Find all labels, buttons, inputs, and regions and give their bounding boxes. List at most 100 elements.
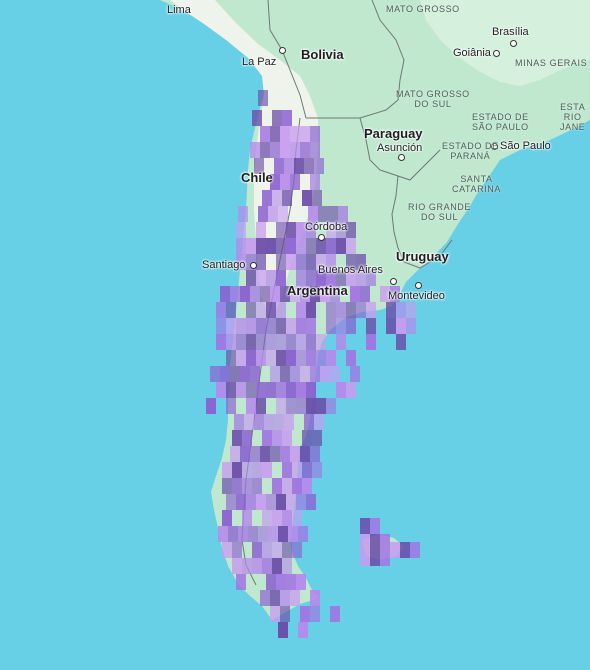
occurrence-cell: [236, 254, 246, 270]
occurrence-cell: [336, 382, 346, 398]
occurrence-cell: [356, 302, 366, 318]
occurrence-cell: [280, 590, 290, 606]
occurrence-cell: [272, 430, 282, 446]
occurrence-cell: [336, 222, 346, 238]
city-label-montevideo: Montevideo: [388, 290, 445, 302]
occurrence-cell: [260, 142, 270, 158]
occurrence-cell: [230, 446, 240, 462]
occurrence-cell: [286, 238, 296, 254]
occurrence-cell: [290, 590, 300, 606]
occurrence-cell: [242, 510, 252, 526]
occurrence-cell: [270, 142, 280, 158]
occurrence-cell: [286, 574, 296, 590]
occurrence-cell: [276, 494, 286, 510]
occurrence-cell: [276, 222, 286, 238]
occurrence-cell: [220, 366, 230, 382]
occurrence-cell: [296, 398, 306, 414]
occurrence-cell: [400, 542, 410, 558]
occurrence-cell: [278, 622, 288, 638]
occurrence-cell: [396, 302, 406, 318]
occurrence-cell: [346, 350, 356, 366]
occurrence-cell: [242, 430, 252, 446]
occurrence-cell: [250, 366, 260, 382]
occurrence-cell: [252, 478, 262, 494]
occurrence-cell: [326, 270, 336, 286]
occurrence-cell: [272, 190, 282, 206]
city-dot-buenos-aires: [390, 278, 397, 285]
occurrence-cell: [282, 558, 292, 574]
occurrence-cell: [254, 158, 264, 174]
occurrence-cell: [306, 494, 316, 510]
occurrence-cell: [410, 542, 420, 558]
occurrence-cell: [226, 398, 236, 414]
occurrence-cell: [280, 142, 290, 158]
occurrence-cell: [292, 510, 302, 526]
occurrence-cell: [256, 238, 266, 254]
occurrence-cell: [262, 190, 272, 206]
occurrence-cell: [390, 542, 400, 558]
occurrence-cell: [256, 222, 266, 238]
occurrence-cell: [290, 286, 300, 302]
occurrence-cell: [282, 430, 292, 446]
occurrence-cell: [312, 190, 322, 206]
occurrence-cell: [326, 350, 336, 366]
occurrence-cell: [270, 286, 280, 302]
occurrence-cell: [276, 270, 286, 286]
occurrence-cell: [310, 606, 320, 622]
occurrence-cell: [238, 206, 248, 222]
occurrence-cell: [356, 270, 366, 286]
occurrence-cell: [396, 318, 406, 334]
occurrence-cell: [380, 286, 390, 302]
occurrence-cell: [222, 478, 232, 494]
occurrence-cell: [306, 382, 316, 398]
occurrence-cell: [396, 334, 406, 350]
occurrence-cell: [280, 126, 290, 142]
occurrence-cell: [286, 318, 296, 334]
occurrence-cell: [300, 286, 310, 302]
occurrence-cell: [314, 158, 324, 174]
occurrence-cell: [350, 366, 360, 382]
occurrence-cell: [266, 350, 276, 366]
occurrence-cell: [310, 174, 320, 190]
region-label-minas-gerais: MINAS GERAIS: [515, 58, 588, 68]
region-label-estado-sao-paulo: ESTADO DE SÃO PAULO: [472, 112, 529, 132]
occurrence-cell: [296, 318, 306, 334]
occurrence-cell: [226, 350, 236, 366]
occurrence-cell: [246, 318, 256, 334]
occurrence-cell: [350, 286, 360, 302]
occurrence-cell: [282, 542, 292, 558]
occurrence-cell: [262, 542, 272, 558]
occurrence-cell: [316, 238, 326, 254]
occurrence-cell: [262, 462, 272, 478]
occurrence-cell: [278, 206, 288, 222]
occurrence-cell: [216, 382, 226, 398]
occurrence-cell: [304, 414, 314, 430]
occurrence-cell: [296, 574, 306, 590]
occurrence-cell: [310, 446, 320, 462]
occurrence-cell: [346, 382, 356, 398]
occurrence-cell: [302, 190, 312, 206]
occurrence-cell: [270, 446, 280, 462]
occurrence-cell: [258, 90, 268, 106]
occurrence-cell: [326, 222, 336, 238]
occurrence-cell: [336, 334, 346, 350]
occurrence-cell: [236, 222, 246, 238]
occurrence-cell: [244, 414, 254, 430]
occurrence-cell: [316, 334, 326, 350]
occurrence-cell: [232, 462, 242, 478]
occurrence-cell: [226, 494, 236, 510]
occurrence-cell: [276, 302, 286, 318]
occurrence-cell: [306, 222, 316, 238]
occurrence-cell: [286, 382, 296, 398]
occurrence-cell: [288, 526, 298, 542]
occurrence-cell: [310, 366, 320, 382]
occurrence-cell: [306, 398, 316, 414]
occurrence-cell: [236, 334, 246, 350]
occurrence-cell: [298, 526, 308, 542]
occurrence-cell: [370, 518, 380, 534]
occurrence-cell: [236, 382, 246, 398]
occurrence-cell: [226, 302, 236, 318]
occurrence-cell: [302, 462, 312, 478]
occurrence-cell: [246, 270, 256, 286]
